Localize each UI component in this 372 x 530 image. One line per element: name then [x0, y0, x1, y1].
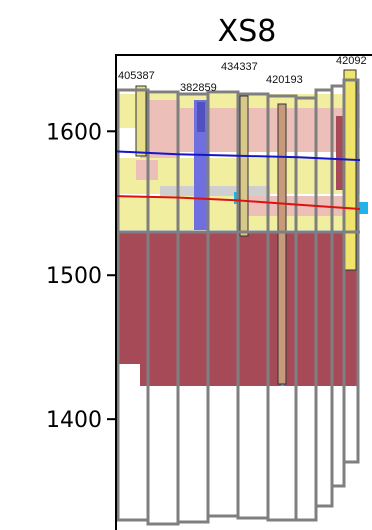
y-axis-ticks: 1600 1500 1400 [46, 120, 116, 433]
well-outline [342, 78, 360, 464]
series-line-blue [115, 150, 361, 162]
y-tick-label: 1500 [46, 264, 102, 289]
well-strip-1 [135, 85, 147, 157]
blue-sand-top [197, 102, 205, 132]
well-strip-2 [239, 95, 249, 237]
plot-area: 405387 382859 434337 420193 42092 [115, 55, 372, 530]
well-strip-3 [277, 103, 287, 385]
well-label: 42092 [336, 55, 367, 67]
series-line-red [115, 195, 361, 210]
well-strip-4 [343, 69, 357, 271]
well-label: 420193 [266, 74, 303, 86]
well-outlines [116, 78, 360, 526]
well-label: 434337 [221, 61, 258, 73]
well-label: 382859 [180, 82, 217, 94]
well-label: 405387 [118, 70, 155, 82]
y-tick-label: 1400 [46, 408, 102, 433]
chart-title: XS8 [218, 14, 277, 49]
y-tick-label: 1600 [46, 120, 102, 145]
